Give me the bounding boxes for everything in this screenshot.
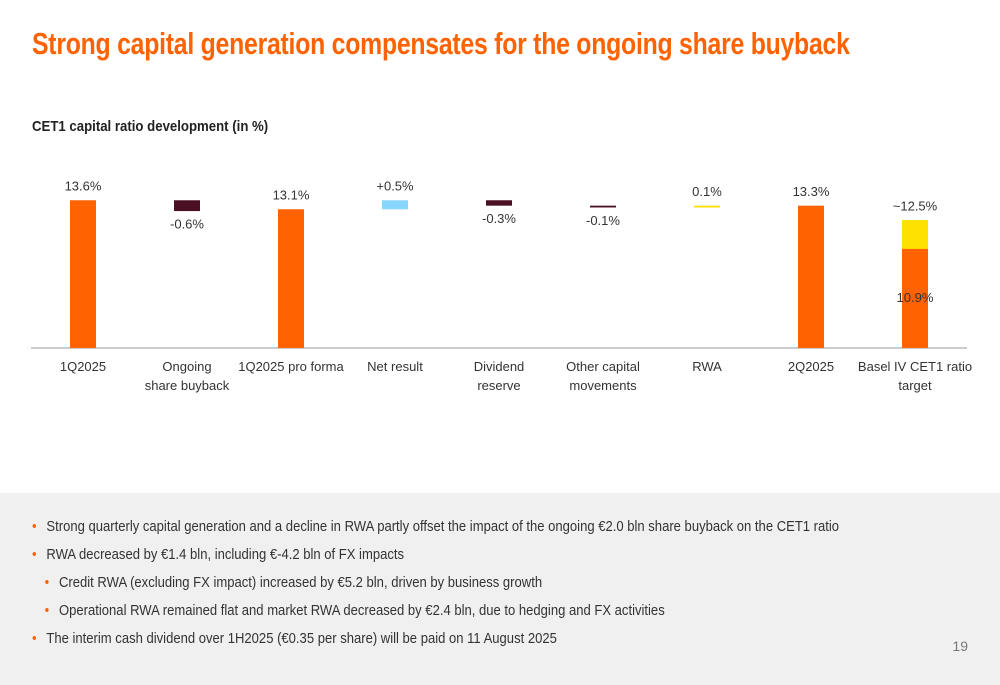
bar	[382, 200, 408, 210]
data-label: 13.1%	[273, 188, 310, 203]
x-tick-label: Dividend reserve	[473, 359, 525, 393]
x-tick-label: 2Q2025	[787, 359, 835, 374]
chart: 13.6% -0.6% 13.1% +0.5% -0.3% -0.1% 0.1% 13.3% ~…	[31, 179, 967, 349]
x-tick-label: Basel IV CET1 ratio target	[857, 359, 973, 393]
bar	[174, 200, 200, 212]
data-label: -0.6%	[170, 217, 204, 232]
notes-panel: Strong quarterly capital generation and …	[0, 493, 1000, 685]
bullet: RWA decreased by €1.4 bln, including €-4…	[32, 541, 887, 569]
bar	[798, 205, 824, 348]
data-label: 10.9%	[897, 290, 934, 305]
page-number: 19	[952, 638, 968, 654]
bar	[70, 200, 96, 348]
bar	[694, 205, 720, 208]
x-tick-label: Other capital movements	[566, 359, 640, 393]
data-label: +0.5%	[376, 179, 414, 194]
bar	[278, 209, 304, 348]
bullet: Strong quarterly capital generation and …	[32, 513, 887, 541]
x-tick-label: 1Q2025	[59, 359, 107, 374]
bar	[590, 205, 616, 208]
data-label: -0.3%	[482, 211, 516, 226]
bullet: Credit RWA (excluding FX impact) increas…	[32, 569, 887, 597]
data-label: ~12.5%	[893, 199, 938, 214]
x-tick-label: Ongoing share buyback	[144, 359, 230, 393]
x-tick-label: RWA	[692, 359, 722, 374]
bar	[486, 200, 512, 206]
x-tick-label: Net result	[367, 359, 423, 374]
bullet-list: Strong quarterly capital generation and …	[32, 513, 982, 653]
data-label: 0.1%	[692, 184, 722, 199]
x-tick-label: 1Q2025 pro forma	[238, 359, 344, 374]
bar-segment	[902, 248, 928, 348]
chart-title: CET1 capital ratio development (in %)	[32, 118, 269, 135]
bullet: Operational RWA remained flat and market…	[32, 597, 887, 625]
data-label: 13.3%	[793, 184, 830, 199]
data-label: -0.1%	[586, 213, 620, 228]
data-label: 13.6%	[65, 179, 102, 194]
slide-title: Strong capital generation compensates fo…	[32, 26, 850, 61]
bullet: The interim cash dividend over 1H2025 (€…	[32, 625, 887, 653]
